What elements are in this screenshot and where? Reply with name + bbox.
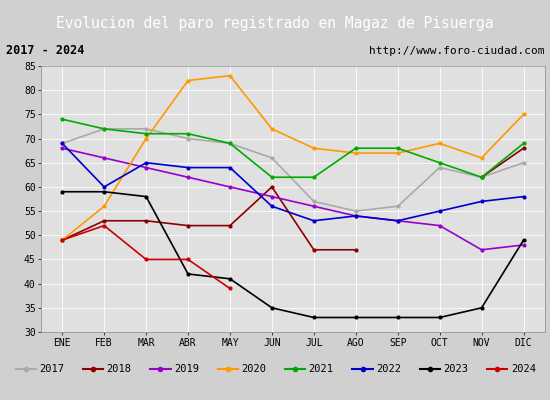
Text: 2024: 2024 [511, 364, 536, 374]
Text: 2019: 2019 [174, 364, 199, 374]
Text: 2023: 2023 [443, 364, 469, 374]
Text: 2020: 2020 [241, 364, 266, 374]
Text: http://www.foro-ciudad.com: http://www.foro-ciudad.com [369, 46, 544, 56]
Text: Evolucion del paro registrado en Magaz de Pisuerga: Evolucion del paro registrado en Magaz d… [56, 16, 494, 31]
Text: 2022: 2022 [376, 364, 401, 374]
Text: 2017: 2017 [39, 364, 64, 374]
Text: 2021: 2021 [309, 364, 334, 374]
Text: 2017 - 2024: 2017 - 2024 [6, 44, 84, 58]
Text: 2018: 2018 [107, 364, 131, 374]
